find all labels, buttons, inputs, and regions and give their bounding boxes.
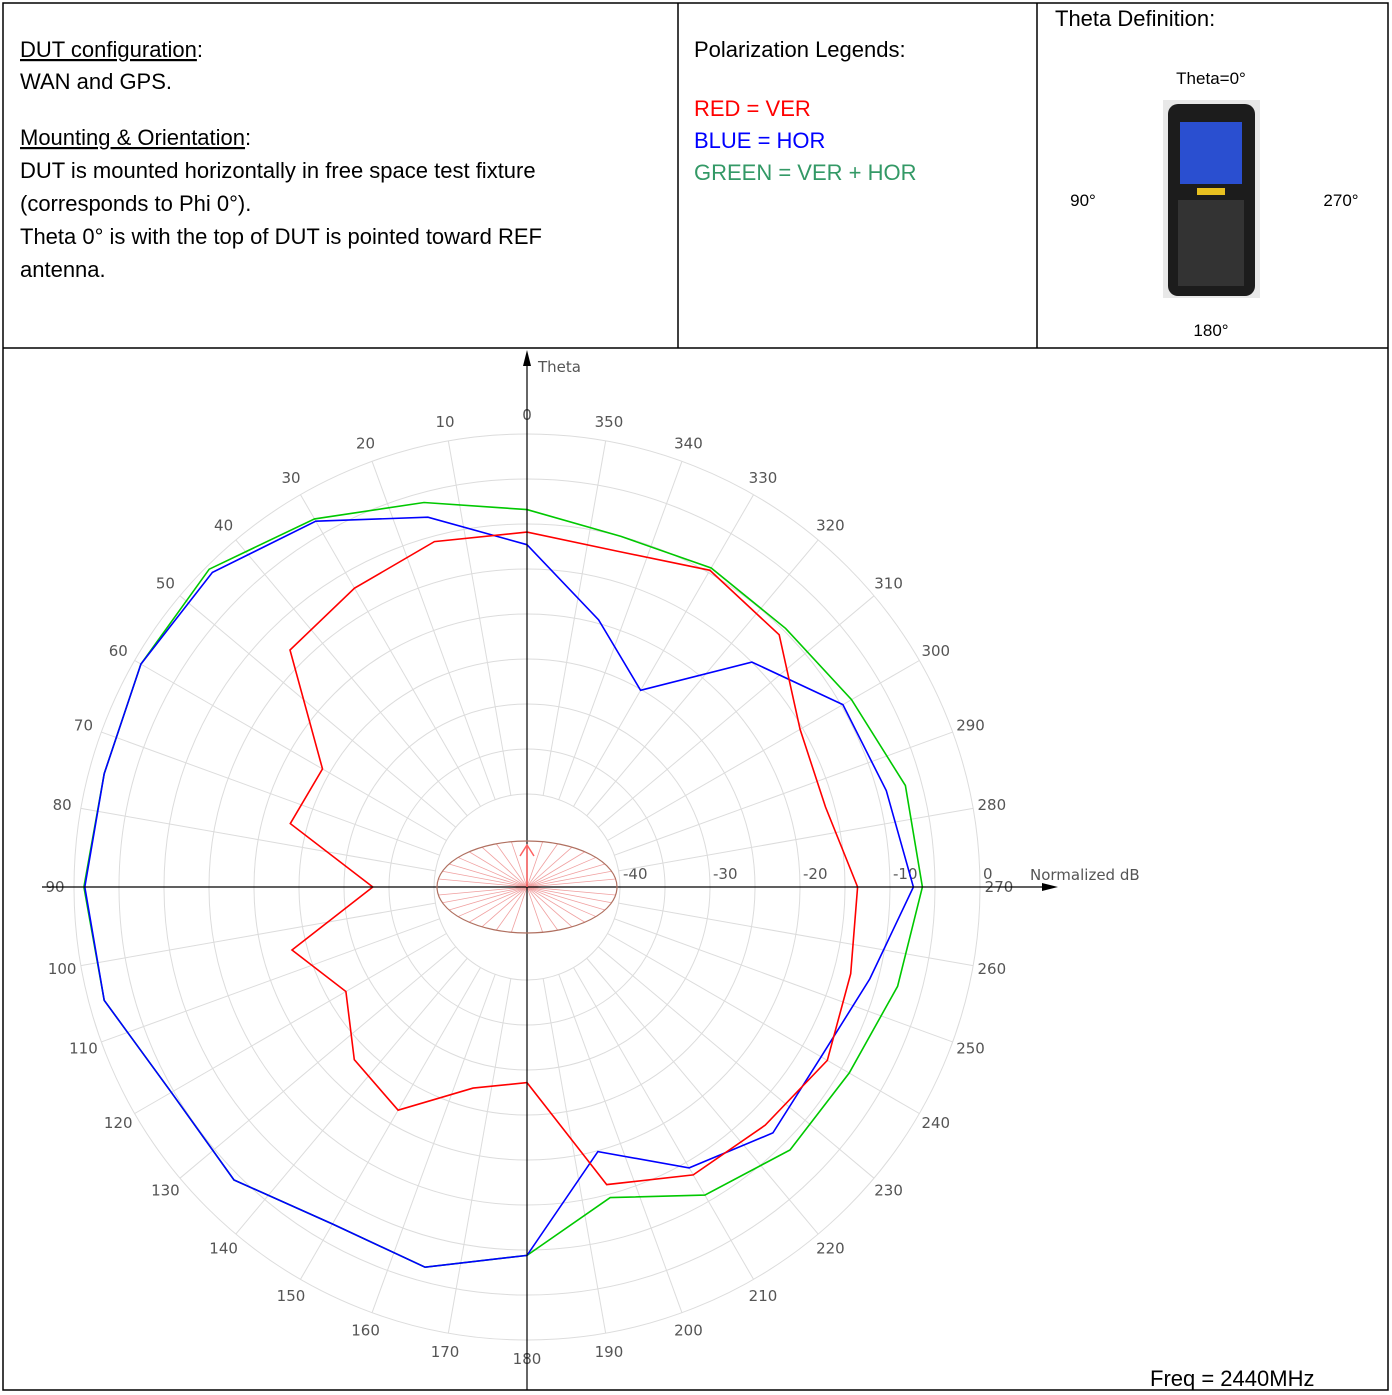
dut-text: WAN and GPS. xyxy=(20,69,172,94)
theta-tick-label: 130 xyxy=(151,1181,180,1199)
grid-spoke xyxy=(614,919,952,1042)
grid-spoke xyxy=(543,979,606,1334)
freq-label: Freq = 2440MHz xyxy=(1150,1366,1314,1391)
theta-tick-label: 320 xyxy=(816,516,845,534)
grid-spoke xyxy=(587,958,818,1234)
theta-tick-label: 190 xyxy=(595,1343,624,1361)
theta-tick-label: 150 xyxy=(277,1287,306,1305)
axis-arrow xyxy=(1042,883,1058,891)
theta-tick-label: 100 xyxy=(48,960,77,978)
theta-tick-label: 200 xyxy=(674,1322,703,1340)
grid-spoke xyxy=(619,808,974,871)
theta-tick-label: 40 xyxy=(214,516,233,534)
mount-line: DUT is mounted horizontally in free spac… xyxy=(20,158,536,183)
theta-axis-label: Theta xyxy=(537,358,581,376)
theta-tick-label: 260 xyxy=(978,960,1007,978)
grid-spoke xyxy=(135,934,447,1114)
heading-colon: : xyxy=(197,37,203,62)
grid-spoke xyxy=(608,934,920,1114)
heading-text: DUT configuration xyxy=(20,37,197,62)
theta-tick-label: 350 xyxy=(595,413,624,431)
dut-heading: DUT configuration: xyxy=(20,37,203,62)
r-tick-label: -10 xyxy=(893,865,918,883)
theta-tick-label: 220 xyxy=(816,1240,845,1258)
theta-tick-label: 110 xyxy=(69,1039,98,1057)
grid-spoke xyxy=(236,958,467,1234)
grid-spoke xyxy=(301,495,481,807)
theta-tick-label: 140 xyxy=(209,1240,238,1258)
grid-spoke xyxy=(372,461,495,799)
theta-tick-label: 290 xyxy=(956,717,985,735)
page: DUT configuration: WAN and GPS. Mounting… xyxy=(0,0,1392,1395)
grid-spoke xyxy=(559,974,682,1312)
theta-tick-label: 310 xyxy=(874,575,903,593)
theta-def-label: 180° xyxy=(1193,321,1228,340)
grid-spoke xyxy=(559,461,682,799)
grid-spoke xyxy=(81,808,436,871)
theta-tick-label: 160 xyxy=(351,1322,380,1340)
grid-spoke xyxy=(574,968,754,1280)
grid-spoke xyxy=(101,919,439,1042)
grid-spoke xyxy=(448,441,511,796)
device-screen xyxy=(1180,122,1242,184)
grid-spoke xyxy=(101,732,439,855)
theta-def-title: Theta Definition: xyxy=(1055,6,1215,31)
theta-def-label: 90° xyxy=(1070,191,1096,210)
grid-spoke xyxy=(448,979,511,1334)
grid-spoke xyxy=(301,968,481,1280)
theta-tick-label: 240 xyxy=(921,1114,950,1132)
grid-spoke xyxy=(598,596,874,827)
theta-tick-label: 120 xyxy=(104,1114,133,1132)
legend-entry: RED = VER xyxy=(694,96,811,121)
theta-tick-label: 80 xyxy=(53,796,72,814)
mount-line: antenna. xyxy=(20,257,106,282)
theta-tick-label: 300 xyxy=(921,642,950,660)
theta-tick-label: 340 xyxy=(674,434,703,452)
heading-text: Mounting & Orientation xyxy=(20,125,245,150)
theta-tick-label: 60 xyxy=(109,642,128,660)
device-keypad xyxy=(1178,200,1244,286)
legend-title: Polarization Legends: xyxy=(694,37,906,62)
grid-spoke xyxy=(236,540,467,816)
r-tick-label: -20 xyxy=(803,865,828,883)
mount-line: (corresponds to Phi 0°). xyxy=(20,191,251,216)
mount-heading: Mounting & Orientation: xyxy=(20,125,251,150)
theta-tick-label: 170 xyxy=(431,1343,460,1361)
legend-entry: BLUE = HOR xyxy=(694,128,825,153)
theta-tick-label: 230 xyxy=(874,1181,903,1199)
theta-tick-label: 20 xyxy=(356,434,375,452)
grid-spoke xyxy=(180,947,456,1178)
r-axis-label: Normalized dB xyxy=(1030,866,1140,884)
theta-tick-label: 250 xyxy=(956,1039,985,1057)
axis-arrow xyxy=(523,350,531,366)
grid-spoke xyxy=(81,903,436,966)
theta-tick-label: 280 xyxy=(978,796,1007,814)
theta-def-label: 270° xyxy=(1323,191,1358,210)
theta-tick-label: 210 xyxy=(749,1287,778,1305)
heading-colon: : xyxy=(245,125,251,150)
grid-spoke xyxy=(135,661,447,841)
grid-spoke xyxy=(614,732,952,855)
grid-spoke xyxy=(180,596,456,827)
theta-tick-label: 10 xyxy=(435,413,454,431)
theta-def-label: Theta=0° xyxy=(1176,69,1246,88)
device-key xyxy=(1197,188,1225,195)
r-tick-label: -30 xyxy=(713,865,738,883)
grid-spoke xyxy=(619,903,974,966)
theta-tick-label: 330 xyxy=(749,469,778,487)
grid-spoke xyxy=(574,495,754,807)
grid-spoke xyxy=(587,540,818,816)
mount-line: Theta 0° is with the top of DUT is point… xyxy=(20,224,542,249)
theta-tick-label: 50 xyxy=(156,575,175,593)
theta-tick-label: 70 xyxy=(74,717,93,735)
legend-entry: GREEN = VER + HOR xyxy=(694,160,917,185)
theta-tick-label: 30 xyxy=(281,469,300,487)
grid-spoke xyxy=(598,947,874,1178)
device-photo xyxy=(1163,100,1260,298)
